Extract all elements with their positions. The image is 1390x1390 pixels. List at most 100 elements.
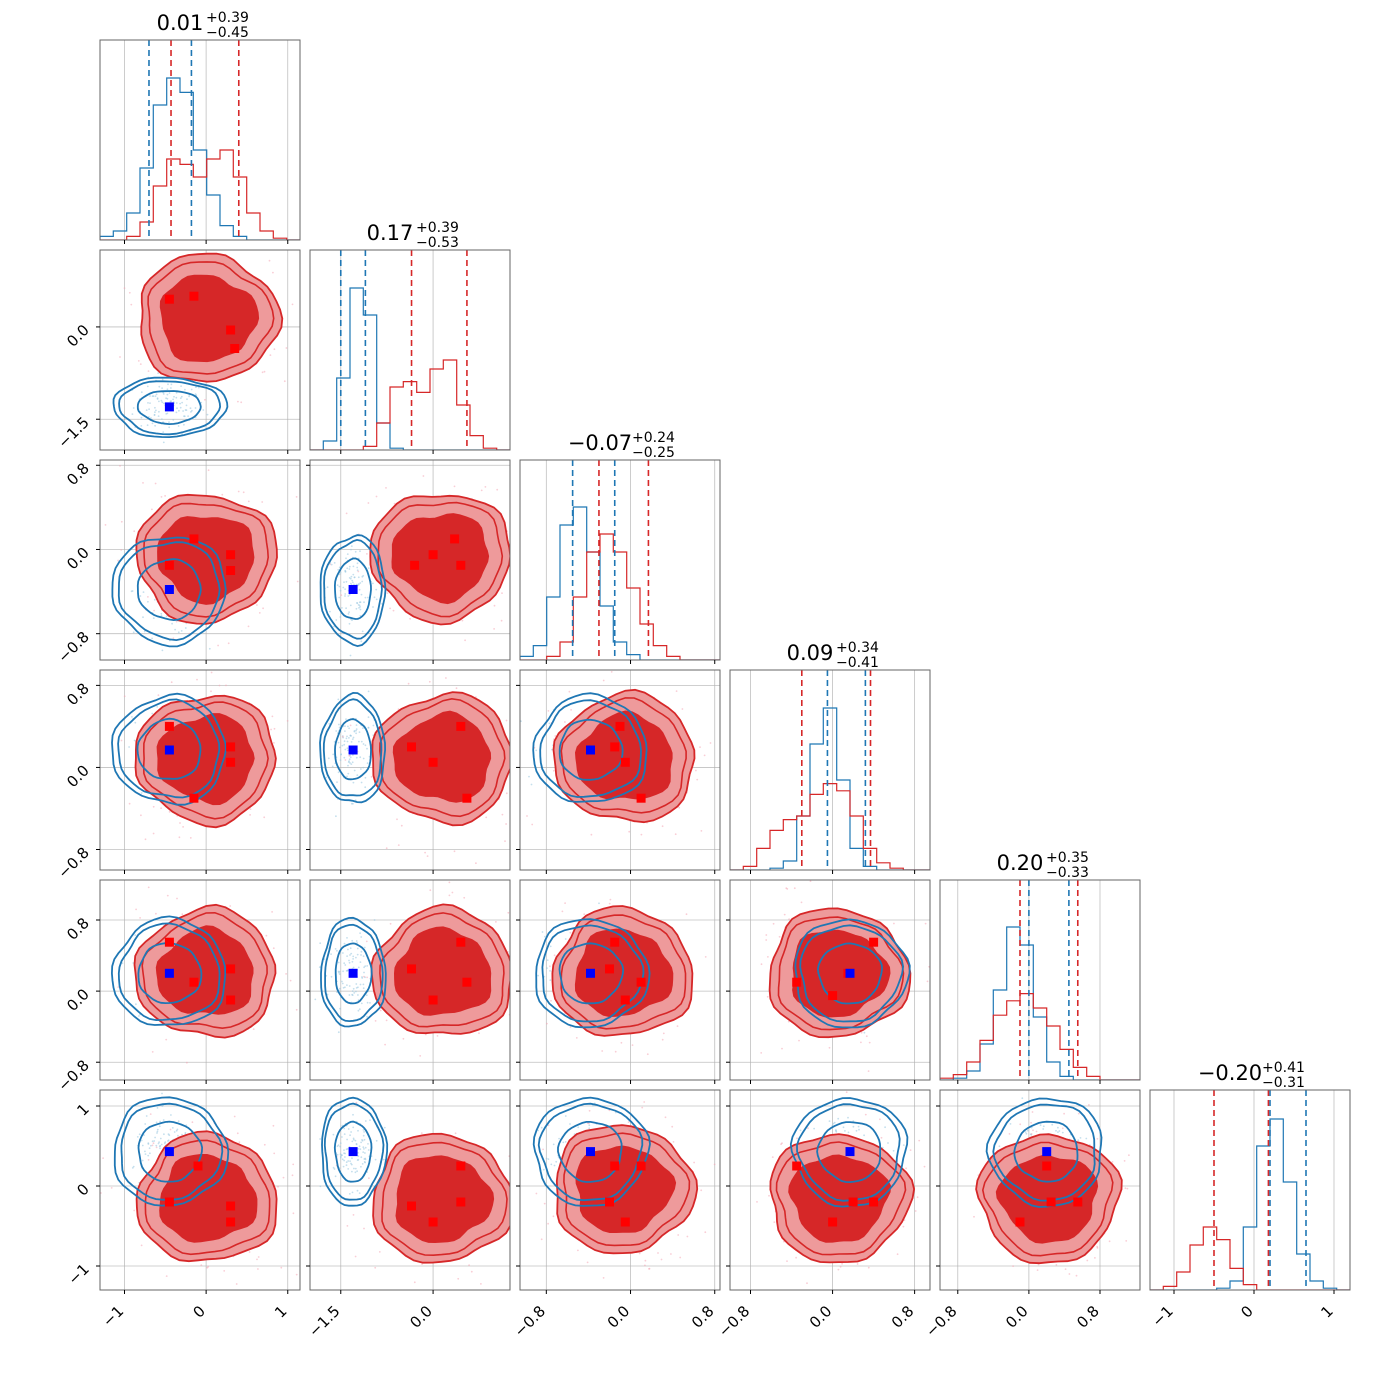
sample-point-blue (362, 1151, 365, 1153)
contour-blue-inner (557, 1121, 623, 1183)
hist-blue-series (940, 926, 1140, 1080)
sample-point-blue (348, 994, 351, 996)
sample-point-blue (359, 932, 361, 934)
sample-point-red (661, 1038, 664, 1041)
sample-point-red (62, 763, 64, 765)
sample-point-red (1086, 1259, 1089, 1262)
sample-point-blue (364, 596, 367, 599)
sample-point-blue (145, 409, 148, 411)
sample-point-blue (373, 596, 376, 599)
sample-point-red (513, 955, 515, 957)
sample-point-blue (160, 399, 163, 402)
sample-point-blue (344, 730, 346, 732)
sample-point-red (268, 259, 271, 262)
sample-point-blue (355, 732, 357, 735)
panel-title-plus: +0.34 (836, 640, 879, 656)
sample-point-blue (349, 756, 352, 759)
sample-point-blue (358, 588, 361, 591)
sample-point-red (664, 1116, 667, 1119)
sample-point-blue (357, 994, 359, 996)
sample-point-blue (158, 385, 161, 388)
sample-point-red (133, 1209, 136, 1212)
sample-point-blue (362, 574, 365, 577)
sample-point-blue (345, 607, 347, 610)
sample-point-red (860, 1041, 862, 1044)
sample-point-blue (356, 774, 359, 777)
sample-point-blue (1085, 1137, 1088, 1140)
sample-point-blue (181, 401, 184, 404)
sample-point-red (120, 739, 123, 742)
sample-point-blue (350, 582, 352, 585)
sample-point-red (1061, 1127, 1064, 1130)
x-tick-label: 0.0 (806, 1302, 836, 1332)
sample-point-red (285, 347, 288, 349)
sample-point-blue (361, 1163, 364, 1165)
sample-point-red (787, 1020, 790, 1023)
sample-point-blue (348, 568, 351, 570)
sample-point-red (512, 982, 514, 984)
sample-point-blue (188, 395, 191, 398)
sample-point-blue (338, 987, 341, 990)
sample-point-red (386, 592, 389, 595)
sample-point-red (140, 814, 142, 817)
sample-point-red (845, 1091, 848, 1094)
sample-point-blue (349, 762, 351, 764)
sample-point-red (147, 1159, 150, 1161)
sample-point-red (485, 816, 488, 819)
sample-point-red (767, 956, 769, 958)
sample-point-blue (881, 1146, 884, 1149)
sample-point-blue (355, 956, 357, 959)
sample-point-red (564, 902, 566, 904)
sample-point-blue (144, 1153, 147, 1155)
sample-point-red (283, 380, 286, 383)
sample-point-blue (354, 1139, 357, 1142)
sample-point-red (828, 1046, 831, 1049)
sample-point-blue (339, 571, 342, 574)
sample-point-red (552, 769, 555, 772)
y-tick-label: 0.8 (63, 914, 93, 944)
sample-point-blue (345, 970, 348, 972)
sample-point-blue (346, 984, 348, 986)
sample-point-blue (1051, 1123, 1054, 1126)
sample-point-blue (1025, 1132, 1028, 1135)
sample-point-red (217, 644, 220, 647)
sample-point-red (839, 1265, 842, 1268)
sample-point-blue (173, 1131, 176, 1133)
sample-point-red (340, 594, 343, 596)
sample-point-red (602, 679, 605, 682)
sample-point-red (1126, 1187, 1129, 1190)
axes-frame (99, 459, 301, 661)
sample-point-red (518, 960, 520, 962)
sample-point-red (577, 1249, 579, 1252)
sample-point-blue (138, 1133, 141, 1136)
mode-marker-red (164, 721, 174, 731)
sample-point-red (926, 980, 929, 983)
sample-point-red (247, 625, 250, 628)
sample-point-red (160, 496, 163, 498)
sample-point-red (144, 838, 147, 841)
mode-marker-red (615, 721, 625, 731)
panel-title-plus: +0.41 (1262, 1060, 1305, 1076)
sample-point-blue (183, 415, 185, 418)
sample-point-blue (206, 413, 209, 416)
sample-point-blue (179, 397, 182, 400)
sample-point-red (402, 1037, 405, 1040)
sample-point-red (1096, 1137, 1099, 1140)
sample-point-red (185, 663, 187, 665)
sample-point-red (923, 1165, 926, 1168)
sample-point-red (419, 1055, 422, 1057)
sample-point-red (242, 491, 245, 494)
sample-point-blue (336, 1153, 339, 1156)
sample-point-blue (173, 395, 175, 398)
sample-point-red (155, 912, 157, 915)
sample-point-blue (350, 952, 353, 955)
sample-point-blue (367, 1149, 370, 1151)
sample-point-red (484, 668, 486, 670)
sample-point-blue (347, 725, 349, 728)
sample-point-blue (367, 727, 370, 729)
mode-marker-red (193, 1161, 203, 1171)
sample-point-red (348, 754, 351, 757)
sample-point-blue (131, 716, 133, 718)
sample-point-blue (143, 1134, 145, 1136)
sample-point-red (493, 628, 495, 630)
